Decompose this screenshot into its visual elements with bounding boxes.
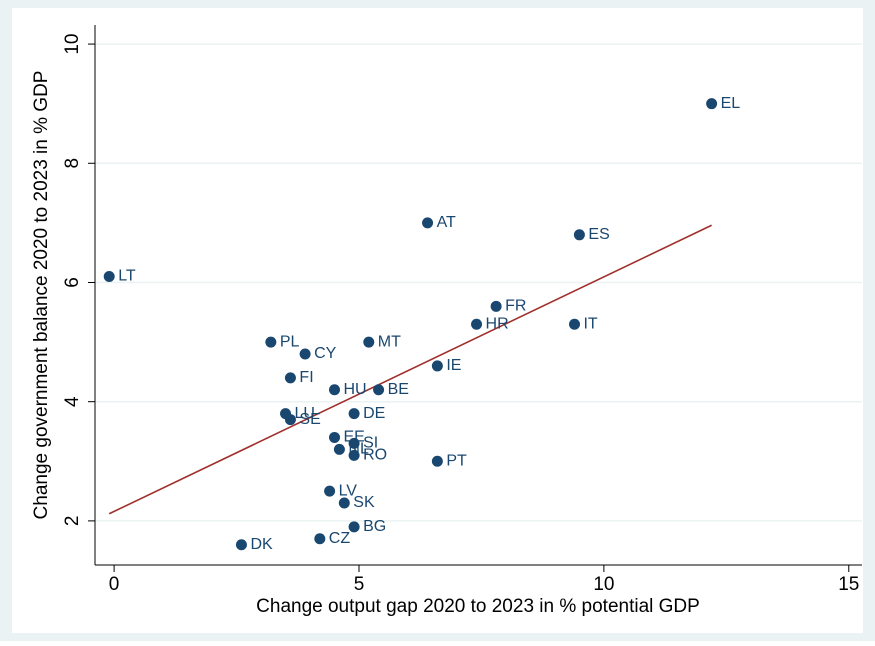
point — [235, 539, 247, 551]
x-tick-label: 10 — [593, 574, 614, 595]
point-label: SI — [363, 435, 378, 452]
x-tick-label: 15 — [838, 574, 859, 595]
panel — [12, 8, 863, 633]
point-label: AT — [437, 214, 456, 231]
point — [329, 384, 341, 396]
point — [333, 443, 345, 455]
point — [103, 271, 115, 283]
point — [490, 300, 502, 312]
y-tick-label: 6 — [62, 277, 83, 288]
point-label: HR — [486, 315, 509, 332]
point — [314, 533, 326, 545]
point-label: DE — [363, 405, 385, 422]
point-label: PL — [280, 333, 300, 350]
fit-line — [108, 224, 712, 515]
point — [568, 318, 580, 330]
point-label: SE — [299, 411, 320, 428]
point — [348, 408, 360, 420]
point-label: CY — [314, 345, 337, 362]
y-tick-label: 10 — [62, 34, 83, 55]
point-label: EE — [344, 429, 365, 446]
point-label: SK — [353, 494, 375, 511]
point-label: FR — [505, 298, 526, 315]
y-axis-title: Change government balance 2020 to 2023 i… — [31, 71, 52, 520]
point — [706, 98, 718, 110]
point — [573, 229, 585, 241]
point-label: RO — [363, 447, 387, 464]
point-label: MT — [378, 333, 401, 350]
x-axis-title: Change output gap 2020 to 2023 in % pote… — [256, 596, 700, 617]
point-label: HU — [344, 381, 367, 398]
point-label: BE — [388, 381, 409, 398]
point — [284, 414, 296, 426]
point-label: FI — [299, 369, 313, 386]
point — [338, 497, 350, 509]
point — [329, 431, 341, 443]
point — [265, 336, 277, 348]
point-label: IE — [446, 357, 461, 374]
point — [431, 360, 443, 372]
point-label: PT — [446, 453, 467, 470]
point — [422, 217, 434, 229]
x-tick-label: 5 — [354, 574, 365, 595]
point-label: IT — [583, 315, 597, 332]
point — [348, 449, 360, 461]
x-tick-label: 0 — [109, 574, 120, 595]
point — [363, 336, 375, 348]
y-tick-label: 2 — [62, 516, 83, 527]
y-tick-label: 4 — [62, 396, 83, 407]
point-label: DK — [250, 536, 273, 553]
point — [299, 348, 311, 360]
point-label: LT — [118, 268, 136, 285]
point — [348, 521, 360, 533]
point-label: LU — [295, 405, 315, 422]
point-label: BG — [363, 518, 386, 535]
point — [348, 437, 360, 449]
point-label: LV — [339, 482, 358, 499]
point — [373, 384, 385, 396]
point — [471, 318, 483, 330]
point — [284, 372, 296, 384]
point-label: EL — [721, 95, 741, 112]
point — [431, 455, 443, 467]
y-tick-label: 8 — [62, 158, 83, 169]
point-label: ES — [588, 226, 609, 243]
point — [324, 485, 336, 497]
point-label: CZ — [329, 530, 351, 547]
